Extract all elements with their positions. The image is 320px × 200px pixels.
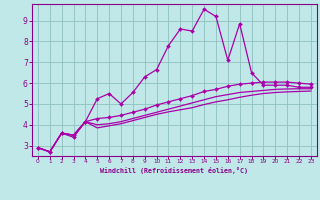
X-axis label: Windchill (Refroidissement éolien,°C): Windchill (Refroidissement éolien,°C) — [100, 167, 248, 174]
